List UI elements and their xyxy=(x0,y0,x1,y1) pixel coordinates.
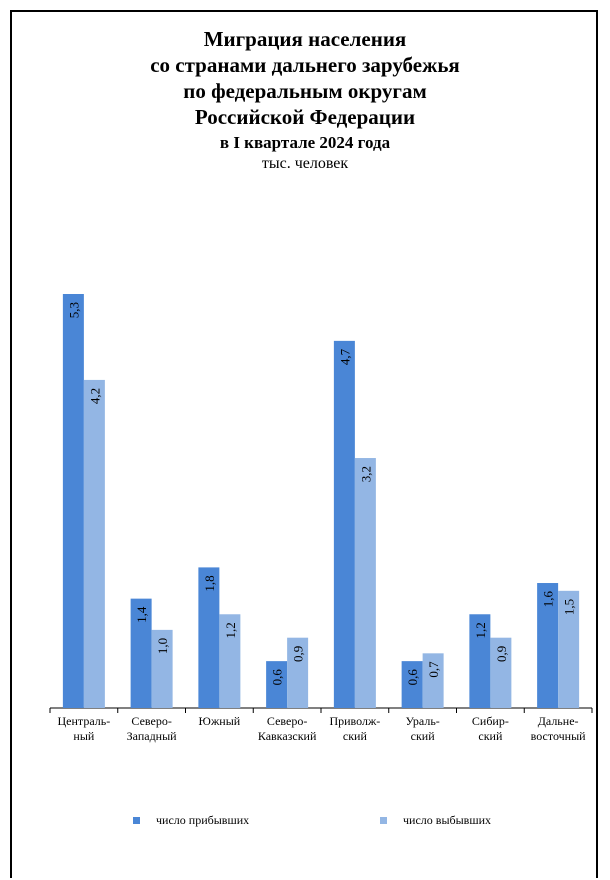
x-tick-label: ский xyxy=(343,729,368,743)
data-label: 1,5 xyxy=(562,599,577,615)
data-label: 3,2 xyxy=(358,466,373,482)
legend-label-departed: число выбывших xyxy=(403,813,491,827)
bar-arrived xyxy=(469,614,491,708)
data-label: 0,6 xyxy=(405,669,420,686)
chart-title-line-1: Миграция населения xyxy=(203,27,407,51)
x-tick-label: Приволж- xyxy=(329,714,380,728)
data-label: 1,8 xyxy=(202,575,217,591)
bar-arrived xyxy=(401,661,423,708)
x-tick-label: ский xyxy=(411,729,436,743)
x-tick-label: Северо- xyxy=(131,714,171,728)
bar-departed xyxy=(287,637,309,708)
x-tick-label: Западный xyxy=(127,729,178,743)
data-label: 1,0 xyxy=(155,638,170,654)
chart-subtitle: в I квартале 2024 года xyxy=(219,133,391,152)
bar-arrived xyxy=(198,567,220,708)
x-tick-label: ский xyxy=(478,729,503,743)
data-label: 4,7 xyxy=(337,348,352,365)
bar-departed xyxy=(558,590,580,708)
data-label: 4,2 xyxy=(87,388,102,404)
chart-titles: Миграция населения со странами дальнего … xyxy=(0,26,610,174)
bar-arrived xyxy=(333,340,355,708)
bar-departed xyxy=(490,637,512,708)
bar-arrived xyxy=(130,598,152,708)
x-tick-label: Южный xyxy=(199,714,241,728)
bar-departed xyxy=(354,458,376,708)
data-label: 0,9 xyxy=(291,646,306,662)
data-label: 1,4 xyxy=(134,606,149,623)
chart-frame xyxy=(10,10,598,878)
x-tick-label: восточный xyxy=(531,729,587,743)
x-tick-label: Сибир- xyxy=(472,714,509,728)
data-label: 1,2 xyxy=(223,622,238,638)
data-label: 0,7 xyxy=(426,661,441,678)
data-label: 1,6 xyxy=(541,591,556,608)
bar-arrived xyxy=(537,583,559,708)
bar-departed xyxy=(219,614,241,708)
data-label: 1,2 xyxy=(473,622,488,638)
legend-item-departed: число выбывших xyxy=(380,813,491,828)
legend-label-arrived: число прибывших xyxy=(156,813,250,827)
x-tick-label: Дальне- xyxy=(538,714,579,728)
chart-title-line-3: по федеральным округам xyxy=(183,79,427,103)
chart-title-line-2: со странами дальнего зарубежья xyxy=(150,53,460,77)
bar-arrived xyxy=(266,661,288,708)
legend-swatch-arrived xyxy=(133,817,140,824)
x-tick-label: Кавказский xyxy=(258,729,317,743)
data-label: 0,9 xyxy=(494,646,509,662)
x-tick-label: Централь- xyxy=(58,714,111,728)
x-tick-label: ный xyxy=(73,729,94,743)
x-tick-label: Северо- xyxy=(267,714,307,728)
chart-unit: тыс. человек xyxy=(261,155,349,172)
data-label: 0,6 xyxy=(270,669,285,686)
legend-swatch-departed xyxy=(380,817,387,824)
bar-departed xyxy=(422,653,444,708)
bar-arrived xyxy=(62,294,84,708)
legend-item-arrived: число прибывших xyxy=(133,813,249,828)
bar-departed xyxy=(83,379,105,708)
chart-title-line-4: Российской Федерации xyxy=(194,105,416,129)
data-label: 5,3 xyxy=(66,302,81,318)
x-tick-label: Ураль- xyxy=(405,714,439,728)
bar-departed xyxy=(151,629,173,708)
